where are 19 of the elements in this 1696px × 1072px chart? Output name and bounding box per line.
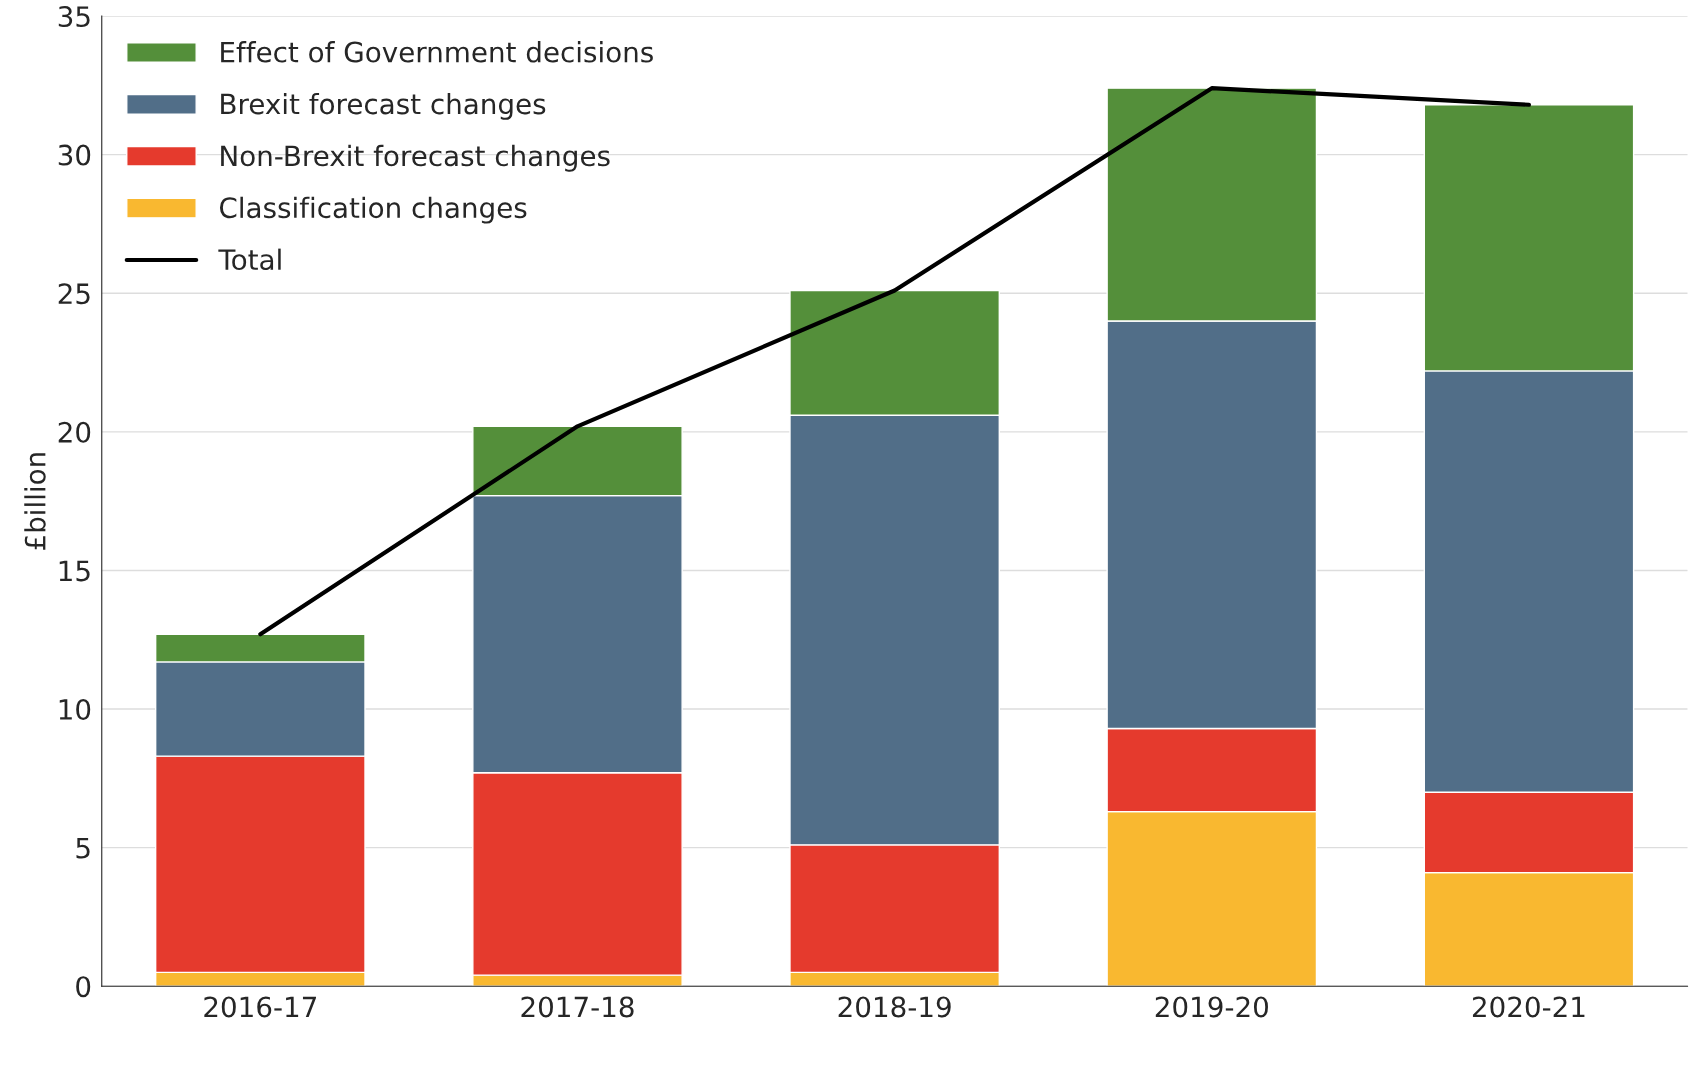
y-tick-label: 25 xyxy=(58,283,90,305)
x-tick-label: 2018-19 xyxy=(838,996,951,1018)
y-tick-label: 15 xyxy=(59,560,90,582)
x-tick-label: 2017-18 xyxy=(521,996,634,1018)
legend-label: Non-Brexit forecast changes xyxy=(221,144,610,172)
x-tick-label: 2020-21 xyxy=(1472,996,1585,1018)
legend-label: Total xyxy=(218,248,281,271)
legend-label: Classification changes xyxy=(219,196,527,224)
y-tick-label: 0 xyxy=(76,976,91,998)
legend-label: Effect of Government decisions xyxy=(221,41,653,63)
legend-label: Brexit forecast changes xyxy=(221,92,546,120)
y-tick-label: 30 xyxy=(58,144,91,166)
y-tick-label: 20 xyxy=(58,421,91,443)
x-tick-label: 2016-17 xyxy=(204,996,316,1018)
y-tick-label: 5 xyxy=(76,837,90,859)
y-tick-label: 10 xyxy=(59,698,91,720)
x-tick-label: 2019-20 xyxy=(1155,996,1268,1018)
y-tick-label: 35 xyxy=(58,6,90,28)
y-axis-title: £billion xyxy=(24,453,46,550)
